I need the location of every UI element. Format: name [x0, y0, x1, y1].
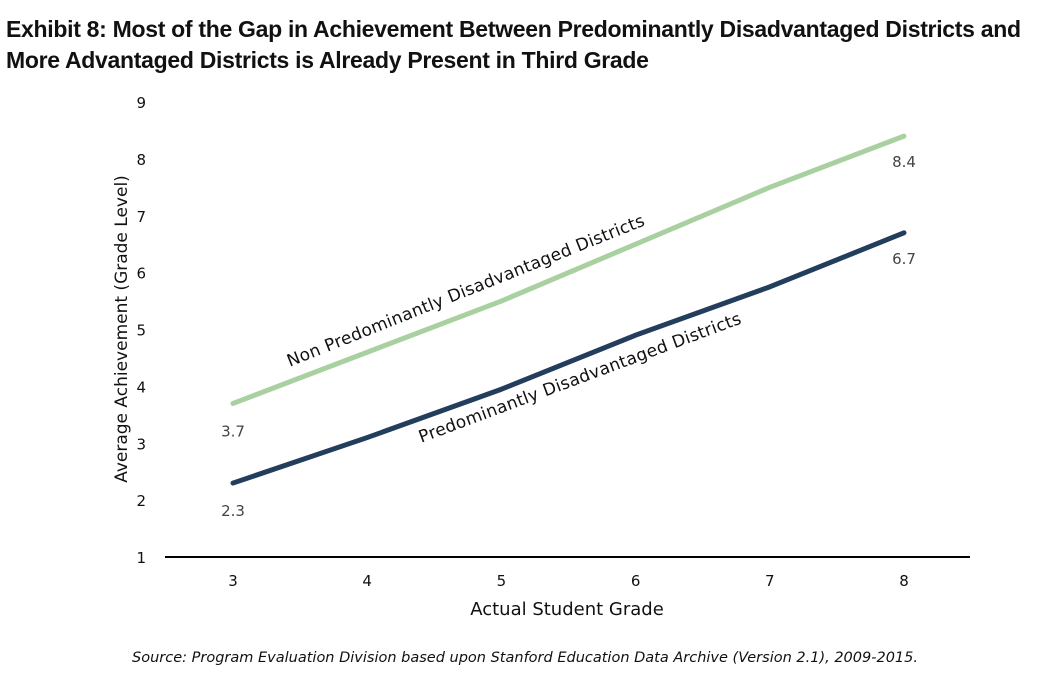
y-tick-label: 3	[136, 435, 146, 453]
y-axis-label: Average Achievement (Grade Level)	[112, 175, 132, 483]
x-tick-label: 4	[362, 572, 372, 590]
series-labels: Non Predominantly Disadvantaged District…	[284, 211, 744, 448]
x-tick-label: 8	[899, 572, 909, 590]
series-label-non-disadvantaged: Non Predominantly Disadvantaged District…	[284, 211, 648, 372]
y-axis-ticks: 1 2 3 4 5 6 7 8 9	[136, 94, 146, 567]
series-lines	[230, 133, 907, 486]
y-tick-label: 4	[136, 378, 146, 396]
x-tick-label: 3	[228, 572, 238, 590]
value-label-start: 2.3	[221, 502, 245, 520]
y-tick-label: 5	[136, 322, 146, 340]
y-tick-label: 1	[136, 549, 146, 567]
y-tick-label: 9	[136, 94, 146, 112]
x-axis-ticks: 3 4 5 6 7 8	[228, 572, 909, 590]
value-label-end: 6.7	[892, 250, 916, 268]
chart-title-line-1: Exhibit 8: Most of the Gap in Achievemen…	[6, 16, 1021, 42]
value-labels: 3.7 8.4 2.3 6.7	[221, 153, 916, 520]
y-tick-label: 2	[136, 492, 146, 510]
source-note: Source: Program Evaluation Division base…	[132, 650, 918, 666]
x-tick-label: 7	[765, 572, 775, 590]
series-line-disadvantaged	[230, 230, 907, 486]
y-tick-label: 7	[136, 208, 146, 226]
value-label-start: 3.7	[221, 422, 245, 440]
chart-title: Exhibit 8: Most of the Gap in Achievemen…	[6, 14, 1046, 76]
series-line-non-disadvantaged	[230, 133, 907, 406]
x-axis-label: Actual Student Grade	[470, 599, 664, 620]
x-tick-label: 6	[631, 572, 641, 590]
value-label-end: 8.4	[892, 153, 916, 171]
series-label-disadvantaged: Predominantly Disadvantaged Districts	[416, 309, 744, 448]
y-tick-label: 8	[136, 151, 146, 169]
y-tick-label: 6	[136, 265, 146, 283]
x-tick-label: 5	[497, 572, 507, 590]
chart-title-line-2: More Advantaged Districts is Already Pre…	[6, 47, 649, 73]
